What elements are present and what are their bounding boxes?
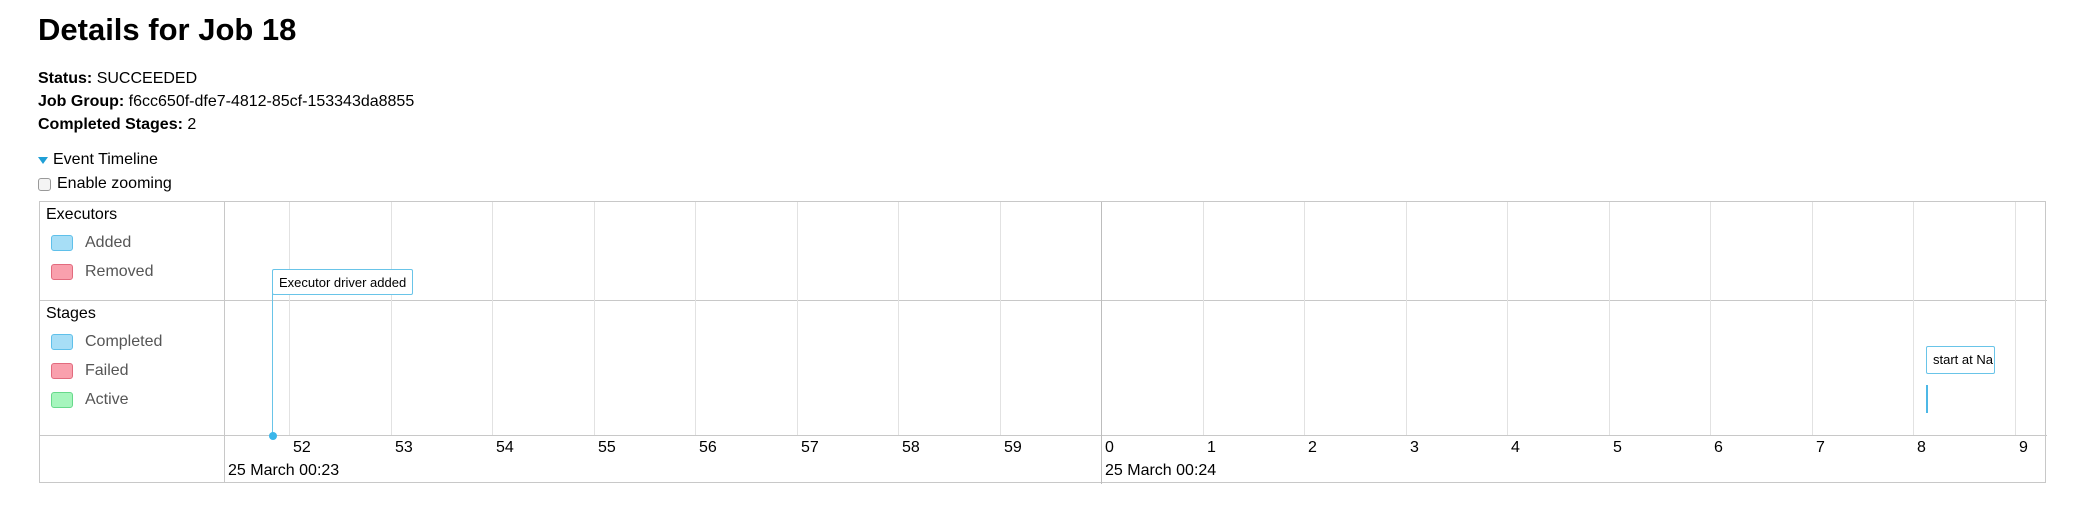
- legend-stage-completed: Completed: [51, 333, 162, 351]
- axis-tick-label: 54: [496, 439, 514, 456]
- legend-swatch: [51, 363, 73, 379]
- executors-stages-divider: [40, 300, 2047, 301]
- stages-group-title: Stages: [46, 305, 96, 322]
- legend-swatch: [51, 334, 73, 350]
- event-timeline-toggle[interactable]: Event Timeline: [38, 151, 158, 169]
- grid-line: [695, 202, 696, 435]
- grid-line: [1101, 202, 1102, 484]
- grid-line: [1913, 202, 1914, 435]
- axis-date-label: 25 March 00:24: [1105, 462, 1217, 479]
- job-status: Status: SUCCEEDED: [38, 70, 197, 88]
- job-group: Job Group: f6cc650f-dfe7-4812-85cf-15334…: [38, 93, 414, 111]
- grid-line: [898, 202, 899, 435]
- grid-line: [2015, 202, 2016, 435]
- axis-tick-label: 58: [902, 439, 920, 456]
- completed-stages-value: 2: [187, 116, 197, 133]
- stage-event[interactable]: start at Na: [1926, 346, 1995, 374]
- legend-executor-removed: Removed: [51, 263, 153, 281]
- axis-tick-label: 56: [699, 439, 717, 456]
- legend-label: Added: [85, 234, 132, 251]
- executor-event-line: [272, 293, 273, 436]
- axis-tick-label: 6: [1714, 439, 1723, 456]
- timeline-group-labels: Executors Added Removed Stages Completed…: [40, 202, 225, 482]
- event-timeline[interactable]: Executors Added Removed Stages Completed…: [39, 201, 2047, 484]
- grid-line: [492, 202, 493, 435]
- timeline-right-edge: [2045, 201, 2046, 483]
- axis-tick-label: 57: [801, 439, 819, 456]
- grid-line: [1609, 202, 1610, 435]
- axis-tick-label: 55: [598, 439, 616, 456]
- axis-tick-label: 5: [1613, 439, 1622, 456]
- grid-line: [797, 202, 798, 435]
- legend-stage-active: Active: [51, 391, 129, 409]
- axis-tick-label: 7: [1816, 439, 1825, 456]
- legend-executor-added: Added: [51, 234, 131, 252]
- legend-swatch: [51, 264, 73, 280]
- legend-label: Completed: [85, 333, 163, 350]
- executor-event-dot[interactable]: [269, 432, 277, 440]
- enable-zooming[interactable]: Enable zooming: [38, 175, 172, 193]
- status-label: Status:: [38, 70, 93, 87]
- legend-stage-failed: Failed: [51, 362, 129, 380]
- legend-swatch: [51, 235, 73, 251]
- legend-label: Failed: [85, 362, 129, 379]
- grid-line: [1304, 202, 1305, 435]
- axis-tick-label: 52: [293, 439, 311, 456]
- axis-tick-label: 0: [1105, 439, 1114, 456]
- grid-line: [391, 202, 392, 435]
- executor-driver-added-event[interactable]: Executor driver added: [272, 269, 414, 295]
- legend-swatch: [51, 392, 73, 408]
- grid-line: [1710, 202, 1711, 435]
- completed-stages-label: Completed Stages:: [38, 116, 183, 133]
- event-timeline-label: Event Timeline: [53, 151, 158, 168]
- zoom-checkbox[interactable]: [38, 177, 51, 191]
- grid-line: [289, 202, 290, 435]
- grid-line: [1507, 202, 1508, 435]
- page-title: Details for Job 18: [38, 12, 297, 47]
- legend-label: Removed: [85, 263, 154, 280]
- axis-tick-label: 59: [1004, 439, 1022, 456]
- executors-group-title: Executors: [46, 206, 118, 223]
- axis-tick-label: 4: [1511, 439, 1520, 456]
- grid-line: [1203, 202, 1204, 435]
- grid-line: [594, 202, 595, 435]
- axis-tick-label: 9: [2019, 439, 2028, 456]
- axis-tick-label: 8: [1917, 439, 1926, 456]
- stage-bar[interactable]: [1926, 385, 1928, 413]
- status-value: SUCCEEDED: [96, 70, 198, 87]
- axis-tick-label: 2: [1308, 439, 1317, 456]
- axis-tick-label: 53: [395, 439, 413, 456]
- axis-tick-label: 1: [1207, 439, 1216, 456]
- axis-date-label: 25 March 00:23: [228, 462, 340, 479]
- grid-line: [1812, 202, 1813, 435]
- completed-stages: Completed Stages: 2: [38, 116, 196, 134]
- grid-line: [1406, 202, 1407, 435]
- grid-line: [1000, 202, 1001, 435]
- job-group-value: f6cc650f-dfe7-4812-85cf-153343da8855: [128, 93, 415, 110]
- legend-label: Active: [85, 391, 129, 408]
- axis-tick-label: 3: [1410, 439, 1419, 456]
- expand-triangle-icon: [38, 156, 48, 164]
- zoom-label: Enable zooming: [57, 175, 172, 192]
- job-group-label: Job Group:: [38, 93, 125, 110]
- axis-divider: [40, 435, 2047, 436]
